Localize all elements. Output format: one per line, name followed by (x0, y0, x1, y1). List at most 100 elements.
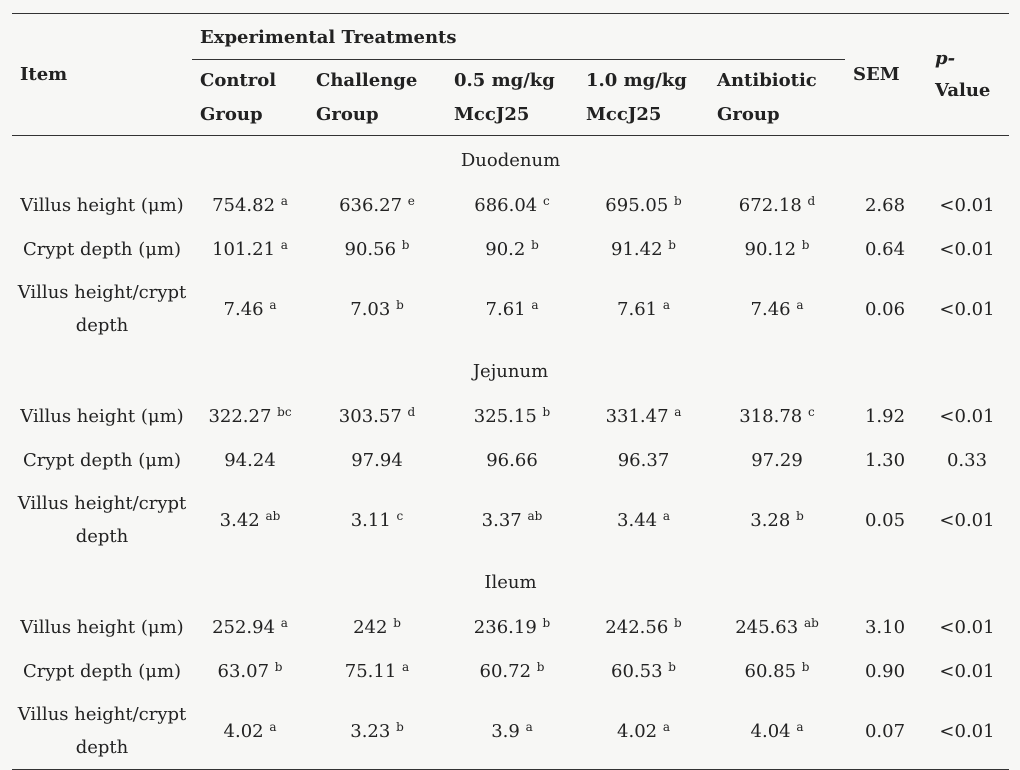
significance-letter: c (807, 404, 815, 419)
cell-value: 94.24 (224, 449, 276, 471)
row-item-label: Villus height/crypt depth (12, 271, 192, 347)
header-group-antibiotic: Antibiotic Group (709, 59, 845, 136)
value-cell: 96.66 (446, 438, 578, 482)
value-cell: 3.11 c (308, 482, 446, 558)
significance-letter: b (796, 508, 804, 523)
cell-value: 252.94 (212, 616, 276, 638)
value-cell: 90.2 b (446, 227, 578, 271)
row-item-label: Crypt depth (μm) (22, 238, 182, 260)
header-experimental-treatments: Experimental Treatments (192, 13, 845, 60)
p-value-cell: <0.01 (939, 616, 995, 638)
sem-cell: 3.10 (864, 616, 906, 638)
cell-value: 236.19 (473, 616, 537, 638)
value-cell: 63.07 b (192, 649, 308, 693)
value-cell: 245.63 ab (709, 605, 845, 649)
significance-letter: e (407, 193, 415, 208)
value-cell: 318.78 c (709, 394, 845, 438)
header-group-line2: Group (717, 103, 780, 125)
cell-value: 4.04 (750, 720, 791, 742)
header-group-line2: MccJ25 (586, 103, 662, 125)
significance-letter: b (536, 659, 545, 674)
cell-value: 60.72 (479, 660, 532, 682)
cell-value: 90.56 (344, 238, 397, 260)
value-cell: 60.53 b (578, 649, 709, 693)
header-sem: SEM (845, 13, 925, 136)
header-group-challenge: Challenge Group (308, 59, 446, 136)
cell-value: 7.61 (617, 298, 658, 320)
header-group-line2: MccJ25 (454, 103, 530, 125)
sem-cell: 0.64 (864, 238, 906, 260)
p-value-cell: <0.01 (939, 509, 995, 531)
significance-letter: b (274, 659, 283, 674)
table-row: Villus height/crypt depth 3.42 ab 3.11 c 3.3… (12, 482, 1009, 558)
significance-letter: b (542, 404, 551, 419)
header-p-line1: p- (935, 47, 956, 69)
value-cell: 7.61 a (446, 271, 578, 347)
row-item-line2: depth (75, 315, 129, 336)
cell-value: 90.2 (485, 238, 526, 260)
significance-letter: a (796, 719, 804, 734)
value-cell: 4.02 a (578, 693, 709, 770)
significance-letter: a (662, 508, 670, 523)
p-value-cell: 0.33 (946, 449, 988, 471)
header-group-line1: 1.0 mg/kg (586, 69, 687, 91)
value-cell: 3.23 b (308, 693, 446, 770)
cell-value: 303.57 (338, 405, 402, 427)
value-cell: 7.61 a (578, 271, 709, 347)
value-cell: 672.18 d (709, 183, 845, 227)
value-cell: 754.82 a (192, 183, 308, 227)
value-cell: 242 b (308, 605, 446, 649)
significance-letter: b (674, 615, 682, 630)
significance-letter: b (674, 193, 682, 208)
cell-value: 686.04 (474, 194, 538, 216)
value-cell: 91.42 b (578, 227, 709, 271)
section-row: Ileum (12, 558, 1009, 605)
row-item-line1: Villus height/crypt (17, 493, 187, 514)
cell-value: 90.12 (744, 238, 797, 260)
cell-value: 245.63 (735, 616, 799, 638)
significance-letter: a (662, 719, 670, 734)
significance-letter: a (280, 615, 288, 630)
significance-letter: b (393, 615, 401, 630)
cell-value: 636.27 (339, 194, 403, 216)
section-row: Duodenum (12, 136, 1009, 184)
significance-letter: a (269, 719, 277, 734)
section-title: Ileum (484, 571, 537, 593)
table-row: Villus height/crypt depth 4.02 a 3.23 b 3.9 … (12, 693, 1009, 770)
row-item-line1: Villus height/crypt (17, 282, 187, 303)
significance-letter: ab (265, 508, 281, 523)
cell-value: 4.02 (617, 720, 658, 742)
header-group-line2: Group (200, 103, 263, 125)
section-title: Jejunum (472, 360, 549, 382)
value-cell: 7.03 b (308, 271, 446, 347)
sem-cell: 2.68 (864, 194, 906, 216)
significance-letter: ab (803, 615, 819, 630)
table-row: Crypt depth (μm) 101.21 a 90.56 b 90.2 b 91.… (12, 227, 1009, 271)
significance-letter: a (662, 297, 670, 312)
cell-value: 3.44 (617, 509, 658, 531)
significance-letter: a (402, 659, 410, 674)
header-group-line1: 0.5 mg/kg (454, 69, 555, 91)
table-row: Villus height (μm) 754.82 a 636.27 e 686.04… (12, 183, 1009, 227)
sem-cell: 0.07 (845, 693, 925, 770)
cell-value: 695.05 (605, 194, 669, 216)
row-item-line1: Villus height/crypt (17, 704, 187, 725)
sem-cell: 0.05 (864, 509, 906, 531)
p-value-cell: <0.01 (939, 660, 995, 682)
cell-value: 101.21 (212, 238, 276, 260)
value-cell: 3.9 a (446, 693, 578, 770)
header-item: Item (12, 13, 192, 136)
value-cell: 686.04 c (446, 183, 578, 227)
significance-letter: d (407, 404, 416, 419)
value-cell: 242.56 b (578, 605, 709, 649)
value-cell: 97.29 (709, 438, 845, 482)
sem-cell: 1.92 (864, 405, 906, 427)
row-item-label: Crypt depth (μm) (22, 449, 182, 471)
cell-value: 96.37 (617, 449, 670, 471)
value-cell: 4.04 a (709, 693, 845, 770)
significance-letter: b (801, 659, 810, 674)
cell-value: 75.11 (344, 660, 397, 682)
value-cell: 97.94 (308, 438, 446, 482)
value-cell: 7.46 a (709, 271, 845, 347)
cell-value: 97.29 (751, 449, 803, 471)
